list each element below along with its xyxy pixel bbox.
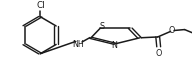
Text: S: S [99, 22, 104, 31]
Text: O: O [169, 26, 175, 35]
Text: O: O [156, 49, 162, 58]
Text: NH: NH [72, 40, 84, 49]
Text: N: N [112, 42, 118, 50]
Text: Cl: Cl [36, 1, 45, 10]
